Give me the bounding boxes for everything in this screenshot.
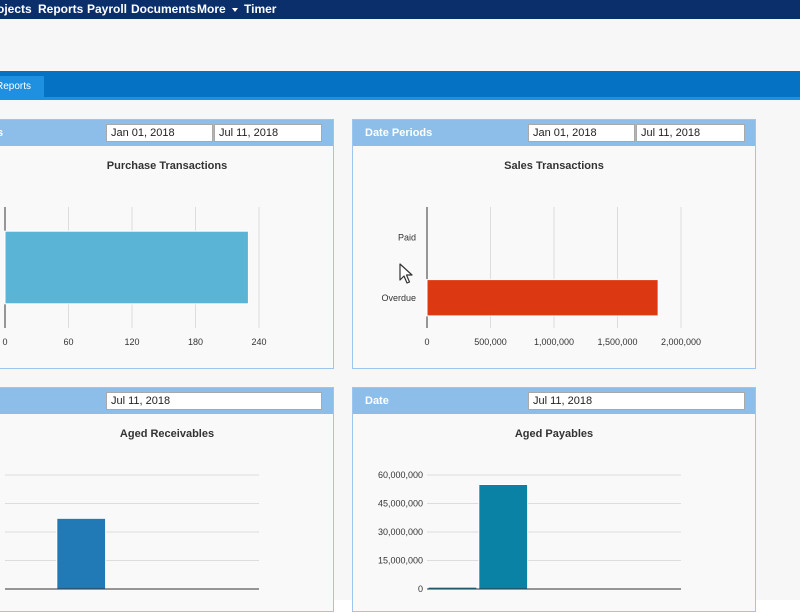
purchase-date-to-input[interactable]: Jul 11, 2018 [214, 124, 322, 142]
y-tick-label: 15,000,000 [378, 556, 423, 566]
receivables-panel: Jul 11, 2018 Aged Receivables [0, 387, 334, 612]
top-nav: ojects Reports Payroll Documents More Ti… [0, 0, 800, 19]
mouse-cursor-icon [399, 263, 413, 284]
sales-panel: Date Periods Jan 01, 2018 Jul 11, 2018 S… [352, 119, 756, 369]
tab-bar [0, 71, 800, 98]
chevron-down-icon [231, 7, 238, 12]
sales-panel-title: Date Periods [365, 127, 433, 139]
purchase-panel: s Jan 01, 2018 Jul 11, 2018 Purchase Tra… [0, 119, 334, 369]
payables-chart-title: Aged Payables [514, 428, 594, 440]
purchase-panel-title: s [0, 127, 4, 139]
nav-documents[interactable]: Documents [131, 2, 197, 16]
receivables-date-input[interactable]: Jul 11, 2018 [106, 392, 322, 410]
payables-panel: Date Jul 11, 2018 Aged Payables 0 15,000,… [352, 387, 756, 612]
y-tick-label: 0 [418, 584, 423, 594]
tab-bar-underline [0, 97, 800, 100]
tab-reports[interactable]: Reports [0, 76, 44, 97]
y-tick-label: Overdue [381, 293, 416, 303]
x-tick-label: 240 [251, 337, 266, 347]
purchase-chart: 0 60 120 180 240 [2, 207, 267, 347]
nav-reports[interactable]: Reports [38, 2, 84, 16]
sales-date-to-input[interactable]: Jul 11, 2018 [636, 124, 745, 142]
x-tick-label: 500,000 [474, 337, 507, 347]
x-tick-label: 2,000,000 [661, 337, 701, 347]
purchase-chart-title: Purchase Transactions [106, 160, 228, 172]
bar [56, 517, 107, 590]
sales-date-from-input[interactable]: Jan 01, 2018 [528, 124, 635, 142]
y-tick-label: 30,000,000 [378, 527, 423, 537]
receivables-chart-title: Aged Receivables [119, 428, 215, 440]
payables-date-input[interactable]: Jul 11, 2018 [528, 392, 745, 410]
header-band [0, 19, 800, 71]
purchase-panel-header: s Jan 01, 2018 Jul 11, 2018 [0, 120, 333, 146]
sales-chart: 0 500,000 1,000,000 1,500,000 2,000,000 Paid O… [381, 207, 701, 347]
nav-timer[interactable]: Timer [244, 2, 277, 16]
bar [478, 484, 529, 590]
x-tick-label: 1,500,000 [597, 337, 637, 347]
dashboard-content: s Jan 01, 2018 Jul 11, 2018 Purchase Tra… [0, 100, 800, 612]
sales-panel-header: Date Periods Jan 01, 2018 Jul 11, 2018 [353, 120, 755, 146]
nav-more[interactable]: More [197, 2, 238, 16]
x-tick-label: 0 [2, 337, 7, 347]
receivables-panel-header: Jul 11, 2018 [0, 388, 333, 414]
nav-projects[interactable]: ojects [0, 2, 32, 16]
x-tick-label: 0 [424, 337, 429, 347]
y-tick-label: 60,000,000 [378, 470, 423, 480]
x-tick-label: 60 [63, 337, 73, 347]
payables-panel-header: Date Jul 11, 2018 [353, 388, 755, 414]
x-tick-label: 120 [124, 337, 139, 347]
payables-panel-title: Date [365, 395, 389, 407]
bar [4, 230, 249, 305]
payables-chart: 0 15,000,000 30,000,000 45,000,000 60,000,00… [378, 470, 681, 594]
y-tick-label: Paid [398, 232, 416, 242]
nav-payroll[interactable]: Payroll [87, 2, 128, 16]
sales-chart-title: Sales Transactions [504, 160, 604, 172]
purchase-date-from-input[interactable]: Jan 01, 2018 [106, 124, 213, 142]
x-tick-label: 1,000,000 [534, 337, 574, 347]
y-tick-label: 45,000,000 [378, 499, 423, 509]
nav-more-label: More [197, 2, 226, 16]
receivables-chart [5, 474, 259, 590]
x-tick-label: 180 [188, 337, 203, 347]
bar [426, 279, 659, 317]
